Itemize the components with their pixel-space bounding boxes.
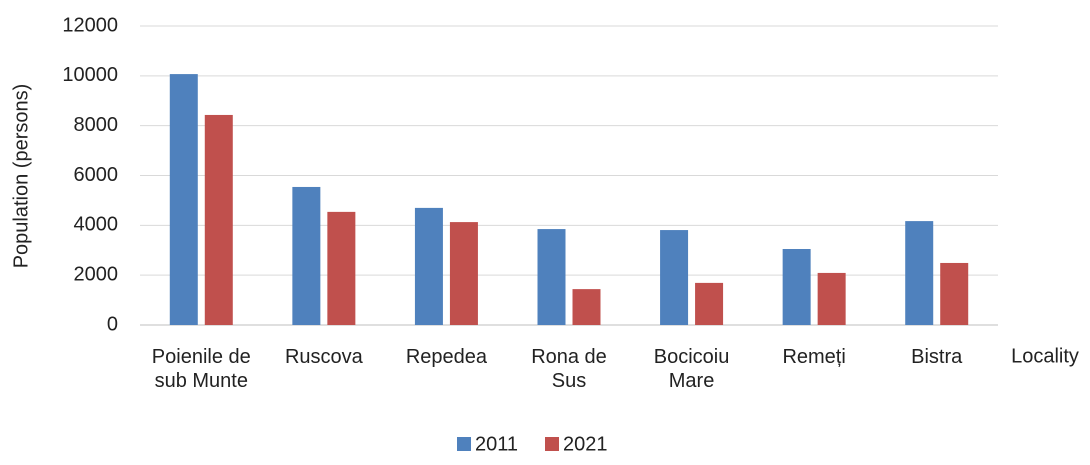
x-tick-label: Rona de Sus (531, 346, 607, 392)
x-tick-label: Poienile de sub Munte (151, 346, 251, 392)
y-tick-label: 0 (107, 313, 118, 335)
legend-swatch (457, 437, 471, 451)
bar (782, 249, 811, 325)
legend-label: 2021 (563, 433, 608, 455)
y-tick-label: 6000 (74, 164, 119, 186)
x-tick-label: Bistra (911, 346, 963, 368)
y-tick-label: 2000 (74, 263, 119, 285)
bar (817, 272, 846, 325)
x-axis-title: Locality (1011, 345, 1079, 367)
bar (905, 221, 934, 325)
x-tick-label: Bocicoiu Mare (653, 346, 730, 392)
x-tick-label: Ruscova (284, 346, 363, 368)
x-tick-label: Remeți (782, 346, 846, 368)
legend-swatch (545, 437, 559, 451)
bar (327, 211, 356, 325)
y-tick-label: 10000 (62, 64, 118, 86)
bar (169, 74, 198, 325)
y-tick-label: 4000 (74, 214, 119, 236)
x-tick-label: Repedea (405, 346, 488, 368)
legend-label: 2011 (475, 433, 518, 455)
bar (695, 282, 724, 325)
bar (292, 186, 321, 325)
bar (537, 229, 566, 325)
bar (449, 222, 478, 325)
bar (572, 289, 601, 325)
y-axis-title: Population (persons) (10, 84, 32, 269)
y-tick-label: 12000 (62, 14, 118, 36)
y-tick-label: 8000 (74, 114, 119, 136)
bar (940, 262, 969, 325)
bar (414, 207, 443, 325)
bar (204, 114, 233, 325)
bar (660, 230, 689, 325)
